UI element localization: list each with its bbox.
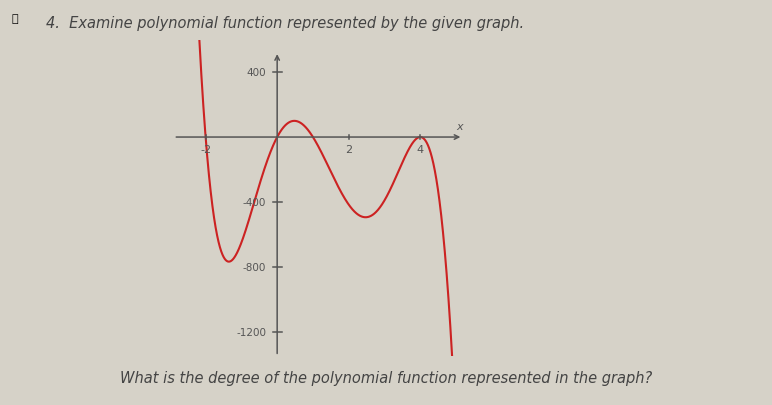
Text: -1200: -1200	[236, 327, 266, 337]
Text: -400: -400	[242, 198, 266, 207]
Text: -800: -800	[242, 262, 266, 272]
Text: x: x	[456, 122, 463, 132]
Text: What is the degree of the polynomial function represented in the graph?: What is the degree of the polynomial fun…	[120, 370, 652, 385]
Text: 2: 2	[345, 145, 352, 155]
Text: 4.  Examine polynomial function represented by the given graph.: 4. Examine polynomial function represent…	[46, 16, 524, 31]
Text: 4: 4	[417, 145, 424, 155]
Text: 400: 400	[246, 68, 266, 78]
Text: -2: -2	[200, 145, 212, 155]
Text: 🔊: 🔊	[12, 14, 19, 24]
